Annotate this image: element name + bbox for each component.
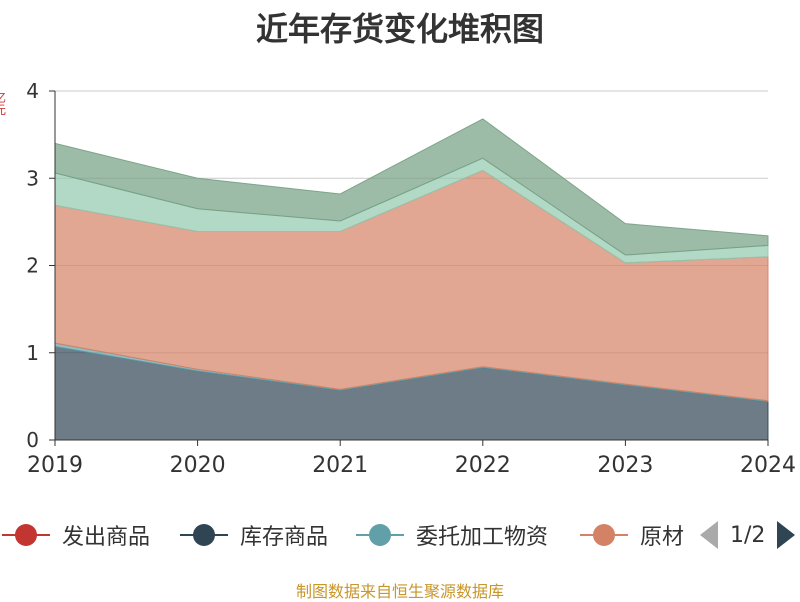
x-tick-label: 2023 (597, 453, 653, 478)
y-tick-label: 2 (26, 254, 39, 278)
x-tick-label: 2022 (455, 453, 511, 478)
y-axis-label: 亿元 (0, 92, 6, 136)
legend-page-label: 1/2 (730, 523, 765, 548)
legend-marker-icon (180, 523, 228, 547)
legend-label: 发出商品 (62, 519, 150, 551)
legend-item[interactable]: 委托加工物资 (356, 520, 548, 550)
x-tick-label: 2024 (740, 453, 796, 478)
y-tick-label: 1 (26, 341, 39, 365)
legend-items: 发出商品 库存商品 委托加工物资 原材料 (0, 514, 684, 554)
y-tick-label: 3 (26, 166, 39, 190)
legend-marker-icon (580, 523, 628, 547)
y-tick-label: 0 (26, 428, 39, 452)
stacked-area-chart: 0 1 2 3 4 2019 2020 2021 2022 2023 2024 (0, 0, 800, 600)
x-tick-label: 2019 (27, 453, 83, 478)
legend-marker-icon (356, 523, 404, 547)
legend-item[interactable]: 发出商品 (2, 520, 150, 550)
legend: 发出商品 库存商品 委托加工物资 原材料 1/2 (0, 514, 800, 554)
legend-label: 库存商品 (240, 519, 328, 551)
area-series (55, 119, 768, 440)
chart-title: 近年存货变化堆积图 (0, 4, 800, 50)
x-tick-label: 2020 (170, 453, 226, 478)
legend-next-icon[interactable] (777, 521, 795, 549)
y-tick-label: 4 (26, 79, 39, 103)
legend-item[interactable]: 库存商品 (180, 520, 328, 550)
source-note: 制图数据来自恒生聚源数据库 (0, 578, 800, 602)
legend-pager: 1/2 (700, 520, 795, 550)
legend-prev-icon[interactable] (700, 521, 718, 549)
legend-label: 委托加工物资 (416, 519, 548, 551)
legend-marker-icon (2, 523, 50, 547)
legend-item[interactable]: 原材料 (580, 520, 684, 550)
x-tick-label: 2021 (312, 453, 368, 478)
legend-label: 原材料 (640, 519, 684, 551)
